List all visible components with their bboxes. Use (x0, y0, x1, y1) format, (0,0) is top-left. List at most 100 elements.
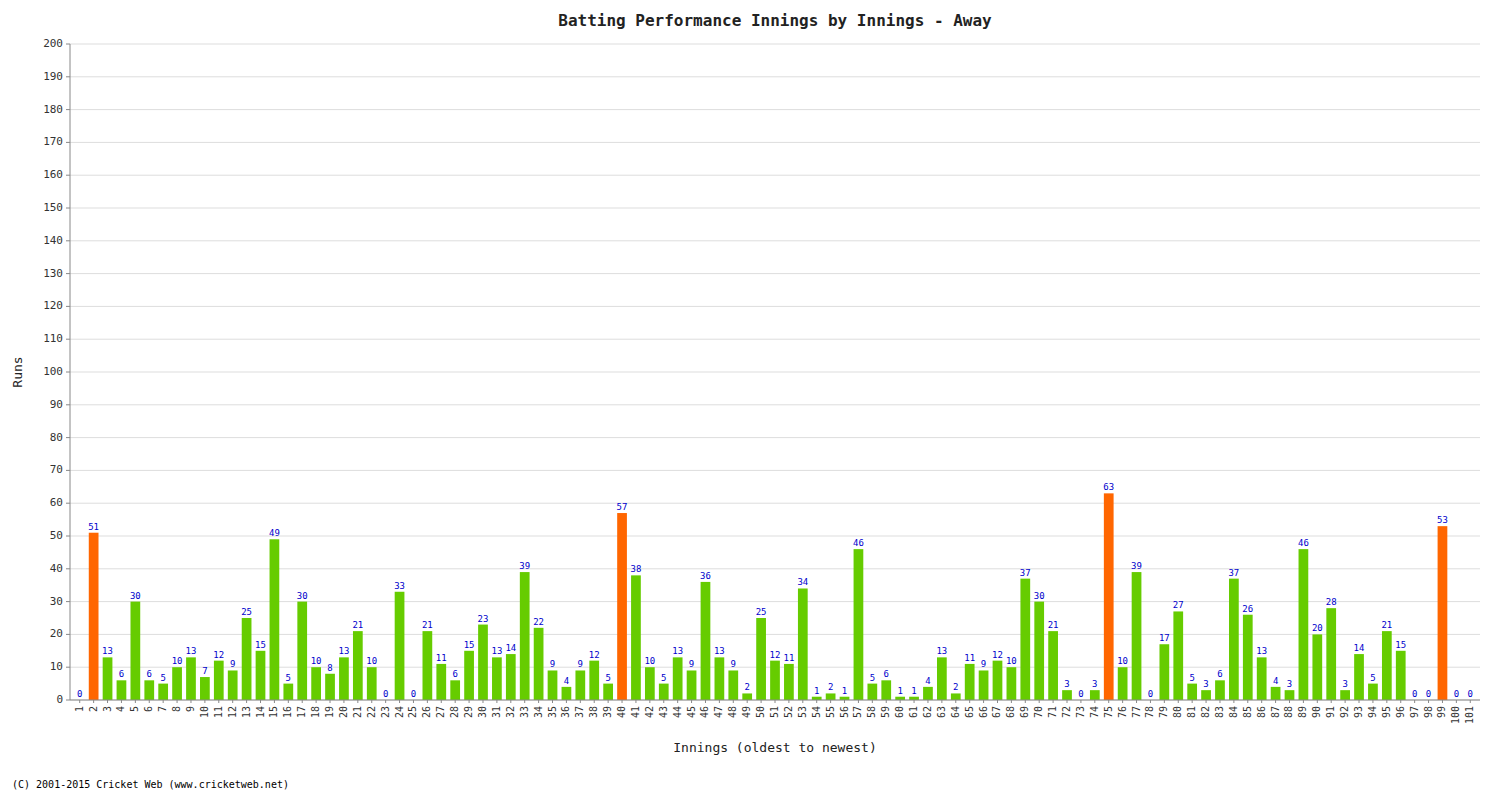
x-tick-label: 68 (1005, 706, 1016, 718)
data-label: 10 (172, 656, 183, 666)
grid-line (70, 44, 1480, 45)
x-tick-label: 27 (435, 706, 446, 718)
x-tick (858, 700, 859, 703)
x-tick (302, 700, 303, 703)
bar (854, 549, 864, 700)
data-label: 9 (550, 659, 555, 669)
y-tick (66, 142, 70, 143)
grid-line (70, 503, 1480, 504)
data-label: 11 (964, 653, 975, 663)
bar (242, 618, 252, 700)
x-tick (830, 700, 831, 703)
data-label: 49 (269, 528, 280, 538)
data-label: 5 (870, 673, 875, 683)
x-tick (538, 700, 539, 703)
x-tick (1303, 700, 1304, 703)
x-tick-label: 62 (922, 706, 933, 718)
x-tick-label: 93 (1353, 706, 1364, 718)
x-tick (1122, 700, 1123, 703)
bar (270, 539, 280, 700)
x-tick-label: 88 (1283, 706, 1294, 718)
data-label: 1 (897, 686, 902, 696)
grid-line (70, 536, 1480, 537)
data-label: 13 (936, 646, 947, 656)
data-label: 21 (352, 620, 363, 630)
data-label: 39 (1131, 561, 1142, 571)
x-tick (1414, 700, 1415, 703)
bar (144, 680, 154, 700)
x-tick-label: 34 (533, 706, 544, 718)
data-label: 1 (911, 686, 916, 696)
bar (1229, 579, 1239, 700)
y-tick (66, 437, 70, 438)
y-tick (66, 273, 70, 274)
y-tick (66, 109, 70, 110)
data-label: 0 (1412, 689, 1417, 699)
x-tick (455, 700, 456, 703)
data-label: 9 (578, 659, 583, 669)
data-label: 10 (1006, 656, 1017, 666)
y-tick-label: 0 (56, 693, 63, 706)
data-label: 26 (1242, 604, 1253, 614)
data-label: 25 (756, 607, 767, 617)
x-tick (177, 700, 178, 703)
data-label: 22 (533, 617, 544, 627)
bar (186, 657, 196, 700)
bar (1243, 615, 1253, 700)
grid-line (70, 109, 1480, 110)
data-label: 4 (564, 676, 569, 686)
bar (1382, 631, 1392, 700)
x-tick (677, 700, 678, 703)
data-label: 14 (1354, 643, 1365, 653)
grid-line (70, 273, 1480, 274)
data-labels: 0511363065101371292515495301081321100330… (77, 482, 1473, 699)
x-tick-label: 97 (1409, 706, 1420, 718)
x-tick (1080, 700, 1081, 703)
x-tick (246, 700, 247, 703)
bar (1438, 526, 1448, 700)
x-tick-label: 82 (1200, 706, 1211, 718)
x-tick (371, 700, 372, 703)
x-tick (316, 700, 317, 703)
x-tick (232, 700, 233, 703)
x-tick-label: 87 (1270, 706, 1281, 718)
bar (993, 661, 1003, 700)
grid-line (70, 404, 1480, 405)
x-tick (1067, 700, 1068, 703)
y-tick-label: 90 (50, 398, 63, 411)
data-label: 12 (589, 650, 600, 660)
x-tick-label: 50 (755, 706, 766, 718)
x-tick (218, 700, 219, 703)
y-tick-label: 30 (50, 595, 63, 608)
x-tick-label: 96 (1395, 706, 1406, 718)
x-tick-label: 19 (324, 706, 335, 718)
data-label: 13 (186, 646, 197, 656)
data-label: 36 (700, 571, 711, 581)
x-tick-label: 64 (950, 706, 961, 718)
data-label: 1 (842, 686, 847, 696)
x-tick (1261, 700, 1262, 703)
bar (297, 602, 307, 700)
data-label: 3 (1064, 679, 1069, 689)
footer: (C) 2001-2015 Cricket Web (www.cricketwe… (12, 779, 289, 790)
data-label: 0 (1468, 689, 1473, 699)
bar (548, 670, 558, 700)
x-tick-label: 98 (1423, 706, 1434, 718)
x-tick (1386, 700, 1387, 703)
x-tick (580, 700, 581, 703)
x-tick-label: 73 (1075, 706, 1086, 718)
y-tick-label: 60 (50, 496, 63, 509)
bar (339, 657, 349, 700)
bar (534, 628, 544, 700)
data-label: 3 (1342, 679, 1347, 689)
data-label: 5 (286, 673, 291, 683)
x-tick (93, 700, 94, 703)
x-tick-label: 32 (505, 706, 516, 718)
bar (1007, 667, 1017, 700)
grid-line (70, 470, 1480, 471)
data-label: 13 (1256, 646, 1267, 656)
x-tick (163, 700, 164, 703)
data-label: 12 (770, 650, 781, 660)
x-tick-label: 52 (783, 706, 794, 718)
y-tick-label: 70 (50, 463, 63, 476)
